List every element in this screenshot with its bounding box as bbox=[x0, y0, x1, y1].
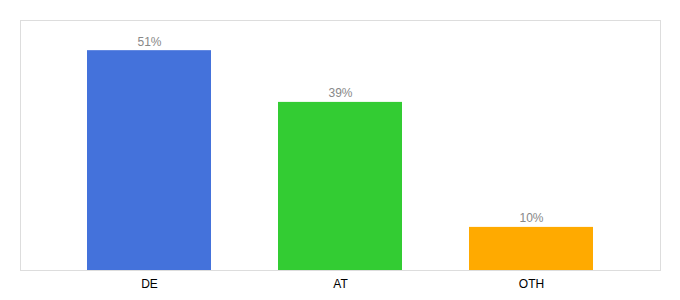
svg-text:10%: 10% bbox=[519, 211, 543, 225]
svg-text:OTH: OTH bbox=[519, 277, 544, 291]
svg-text:51%: 51% bbox=[137, 35, 161, 49]
svg-text:39%: 39% bbox=[328, 86, 352, 100]
svg-text:AT: AT bbox=[333, 277, 348, 291]
svg-text:DE: DE bbox=[141, 277, 158, 291]
